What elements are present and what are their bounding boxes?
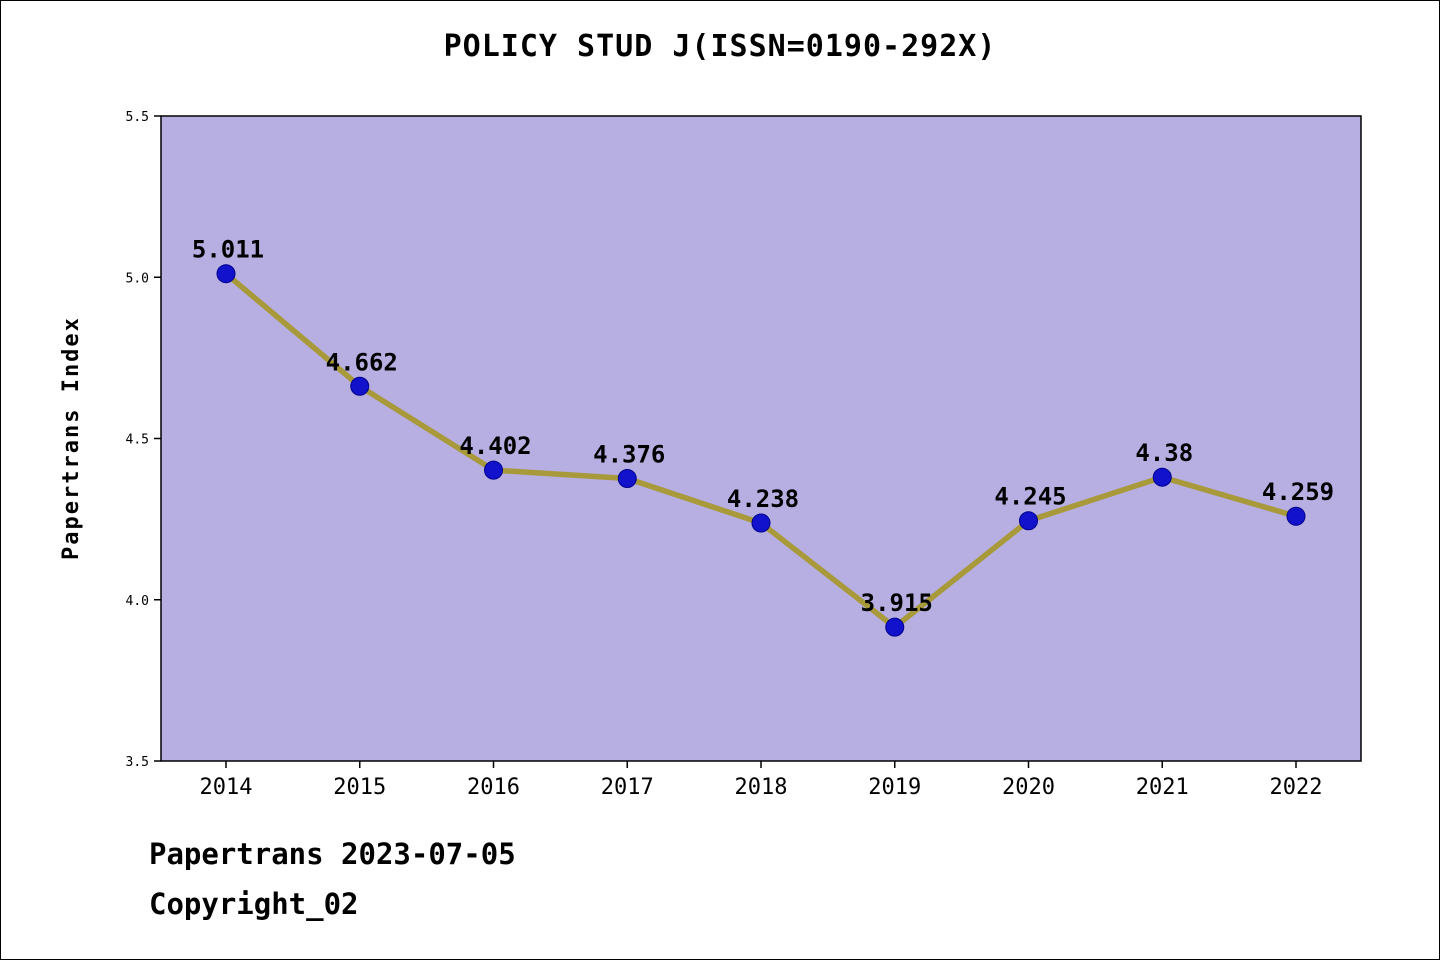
data-point <box>1152 467 1172 487</box>
point-label: 4.662 <box>326 348 398 376</box>
point-label: 5.011 <box>192 236 264 264</box>
plot-area <box>160 115 1362 762</box>
footer-date: Papertrans 2023-07-05 <box>149 837 516 871</box>
data-point <box>617 468 637 488</box>
x-tick-label: 2018 <box>735 775 788 800</box>
x-tick-label: 2015 <box>333 775 386 800</box>
data-point <box>751 513 771 533</box>
chart-title: POLICY STUD J(ISSN=0190-292X) <box>443 29 997 64</box>
point-label: 4.238 <box>727 485 799 513</box>
y-tick-label: 3.5 <box>126 755 149 770</box>
y-tick-label: 4.5 <box>126 433 149 448</box>
x-tick-label: 2022 <box>1270 775 1323 800</box>
x-tick-label: 2017 <box>601 775 654 800</box>
x-tick-label: 2020 <box>1002 775 1055 800</box>
x-tick-label: 2016 <box>467 775 520 800</box>
y-tick-label: 5.5 <box>126 110 149 125</box>
x-tick-label: 2019 <box>868 775 921 800</box>
point-label: 4.376 <box>593 440 665 468</box>
data-point <box>1019 511 1038 531</box>
point-label: 4.245 <box>994 483 1066 511</box>
data-point <box>216 264 236 284</box>
y-tick-label: 5.0 <box>126 271 149 286</box>
point-label: 3.915 <box>861 589 933 617</box>
data-point <box>484 460 503 480</box>
x-tick-label: 2014 <box>200 775 253 800</box>
y-tick-label: 4.0 <box>126 594 149 609</box>
point-label: 4.38 <box>1135 439 1193 467</box>
data-point <box>885 617 905 637</box>
point-label: 4.259 <box>1262 478 1334 506</box>
data-point <box>350 376 370 396</box>
footer-copyright: Copyright_02 <box>149 887 359 921</box>
data-point <box>1286 506 1306 526</box>
point-label: 4.402 <box>459 432 531 460</box>
x-tick-label: 2021 <box>1136 775 1189 800</box>
